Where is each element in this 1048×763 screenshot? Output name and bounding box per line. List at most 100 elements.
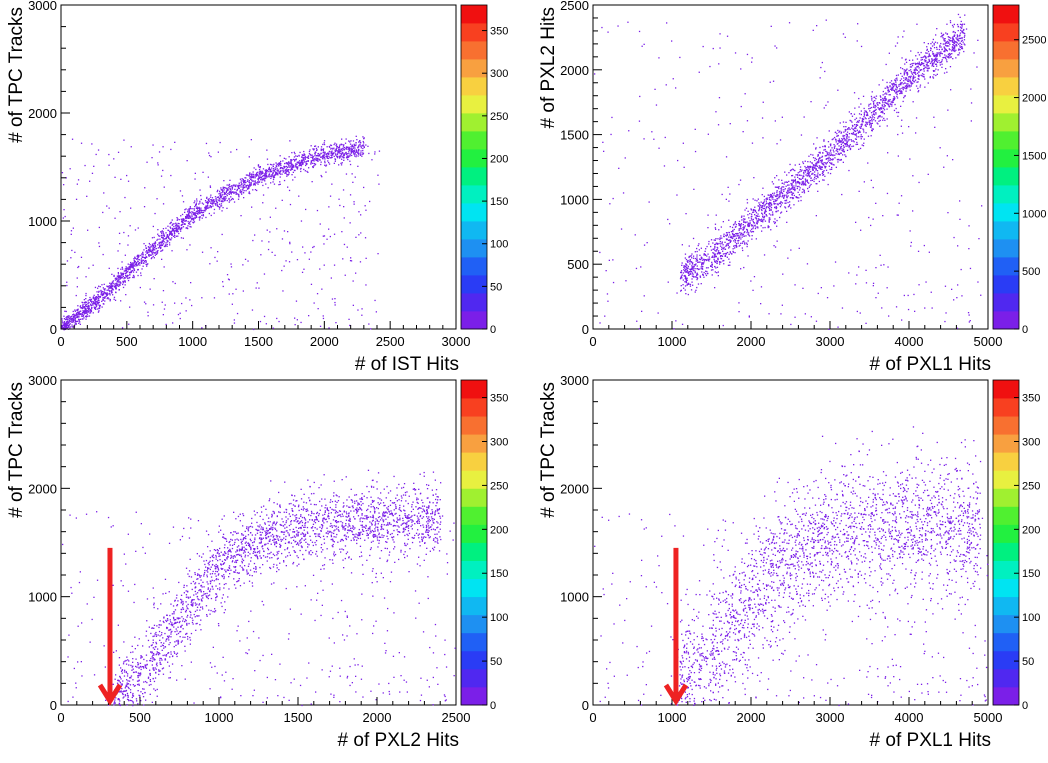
data-point: [953, 42, 955, 44]
data-point: [957, 30, 959, 32]
data-point: [276, 173, 278, 175]
data-point: [746, 242, 748, 244]
data-point: [230, 151, 232, 153]
data-point: [150, 251, 153, 253]
data-point: [900, 82, 902, 84]
data-point: [886, 87, 888, 89]
data-point: [228, 279, 230, 281]
data-point: [728, 200, 730, 202]
data-point: [260, 254, 262, 256]
data-point: [127, 268, 129, 270]
data-point: [322, 235, 324, 237]
data-point: [261, 240, 263, 242]
data-point: [638, 328, 641, 330]
data-point: [868, 103, 870, 106]
data-point: [800, 199, 802, 202]
data-point: [740, 224, 742, 226]
data-point: [804, 169, 806, 172]
data-point: [809, 168, 811, 170]
data-point: [703, 271, 705, 274]
data-point: [69, 327, 71, 329]
data-point: [137, 256, 139, 258]
data-point: [166, 234, 168, 236]
data-point: [870, 125, 872, 127]
data-point: [340, 144, 342, 146]
data-point: [917, 250, 920, 252]
data-point: [687, 271, 690, 273]
data-point: [887, 104, 889, 106]
data-point: [725, 253, 727, 255]
data-point: [939, 55, 941, 57]
data-point: [816, 162, 818, 164]
data-point: [263, 173, 265, 175]
data-point: [82, 315, 84, 317]
data-point: [901, 119, 903, 121]
data-point: [241, 191, 243, 193]
data-point: [192, 213, 195, 215]
data-point: [84, 306, 86, 308]
data-point: [725, 252, 727, 254]
data-point: [71, 315, 73, 317]
data-point: [948, 45, 950, 47]
data-point: [655, 104, 658, 106]
data-point: [140, 262, 142, 264]
data-point: [122, 273, 124, 276]
data-point: [759, 219, 761, 221]
data-point: [941, 34, 943, 37]
data-point: [726, 233, 728, 236]
data-point: [251, 174, 253, 176]
data-point: [347, 156, 350, 158]
data-point: [68, 324, 71, 326]
data-point: [137, 227, 139, 229]
data-point: [112, 294, 114, 296]
data-point: [127, 277, 129, 280]
data-point: [370, 328, 372, 330]
data-point: [225, 196, 227, 198]
data-point: [219, 203, 221, 205]
data-point: [81, 315, 83, 317]
data-point: [268, 173, 271, 175]
data-point: [842, 141, 845, 143]
data-point: [946, 23, 948, 25]
data-point: [714, 227, 716, 229]
data-point: [946, 71, 948, 73]
data-point: [761, 213, 764, 215]
data-point: [304, 170, 306, 172]
data-point: [288, 261, 291, 263]
data-point: [925, 64, 928, 66]
data-point: [155, 251, 157, 253]
data-point: [730, 231, 733, 233]
data-point: [352, 140, 355, 142]
data-point: [719, 33, 721, 35]
data-point: [175, 226, 177, 228]
data-point: [234, 191, 236, 193]
data-point: [896, 95, 898, 98]
data-point: [167, 240, 169, 242]
data-point: [774, 203, 776, 205]
data-point: [723, 233, 725, 235]
data-point: [867, 162, 869, 164]
data-point: [94, 302, 96, 304]
data-point: [961, 37, 963, 39]
data-point: [358, 153, 360, 155]
data-point: [960, 29, 962, 31]
data-point: [802, 287, 804, 289]
data-point: [888, 315, 890, 317]
data-point: [927, 43, 929, 45]
data-point: [285, 162, 287, 164]
data-point: [882, 94, 884, 96]
data-point: [325, 164, 328, 166]
data-point: [169, 226, 171, 228]
data-point: [776, 199, 778, 201]
data-point: [76, 183, 78, 185]
data-point: [230, 193, 232, 195]
data-point: [854, 124, 856, 126]
data-point: [243, 181, 245, 183]
data-point: [201, 214, 203, 216]
data-point: [349, 194, 352, 196]
data-point: [173, 225, 175, 228]
data-point: [85, 312, 87, 314]
data-point: [289, 241, 291, 243]
data-point: [930, 291, 932, 293]
data-point: [310, 283, 313, 285]
